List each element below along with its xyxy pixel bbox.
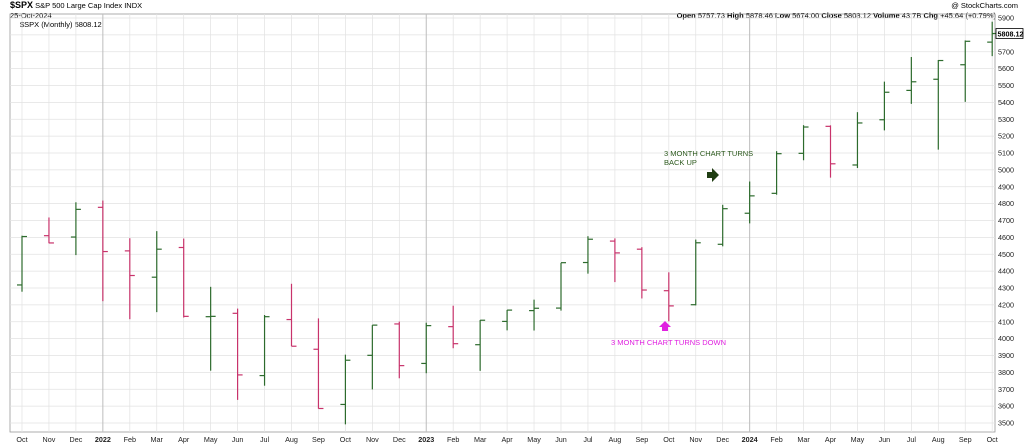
y-tick-label: 4800 — [998, 199, 1014, 208]
x-tick-label: Sep — [635, 435, 648, 444]
y-tick-label: 5200 — [998, 132, 1014, 141]
x-tick-label: Feb — [124, 435, 136, 444]
y-tick-label: 5000 — [998, 165, 1014, 174]
x-tick-label: Aug — [609, 435, 622, 444]
x-tick-label: Jun — [232, 435, 244, 444]
x-tick-label: 2024 — [742, 435, 758, 444]
x-tick-label: Nov — [689, 435, 702, 444]
x-tick-label: Jun — [879, 435, 891, 444]
y-tick-label: 3800 — [998, 368, 1014, 377]
y-tick-label: 5500 — [998, 81, 1014, 90]
x-tick-label: May — [204, 435, 218, 444]
x-tick-label: Oct — [16, 435, 27, 444]
high-value: 5878.46 — [745, 11, 773, 20]
x-tick-label: 2023 — [418, 435, 434, 444]
x-tick-label: Jul — [583, 435, 593, 444]
x-tick-label: Jul — [907, 435, 917, 444]
x-tick-label: Sep — [959, 435, 972, 444]
x-tick-label: Mar — [797, 435, 810, 444]
y-tick-label: 5700 — [998, 47, 1014, 56]
x-tick-label: May — [527, 435, 541, 444]
x-tick-label: Apr — [178, 435, 190, 444]
y-tick-label: 5100 — [998, 149, 1014, 158]
x-tick-label: Nov — [43, 435, 56, 444]
x-tick-label: Sep — [312, 435, 325, 444]
volume-label: Volume — [873, 11, 900, 20]
x-tick-label: May — [851, 435, 865, 444]
y-tick-label: 4900 — [998, 182, 1014, 191]
y-tick-label: 3600 — [998, 402, 1014, 411]
y-tick-label: 5900 — [998, 14, 1014, 23]
ticker-symbol: $SPX — [10, 0, 34, 10]
x-tick-label: Oct — [340, 435, 351, 444]
last-price-tag-box — [995, 28, 1024, 39]
y-tick-label: 4600 — [998, 233, 1014, 242]
x-tick-label: Mar — [151, 435, 164, 444]
plot-frame — [9, 13, 996, 433]
close-label: Close — [821, 11, 842, 20]
y-tick-label: 3500 — [998, 419, 1014, 428]
x-tick-label: Oct — [663, 435, 674, 444]
y-tick-label: 4700 — [998, 216, 1014, 225]
y-tick-label: 3700 — [998, 385, 1014, 394]
x-tick-label: Aug — [285, 435, 298, 444]
open-label: Open — [676, 11, 696, 20]
x-tick-label: Jul — [260, 435, 270, 444]
y-tick-label: 4100 — [998, 317, 1014, 326]
x-tick-label: Dec — [393, 435, 406, 444]
series-legend: $SPX (Monthly) 5808.12 — [20, 20, 102, 29]
y-tick-label: 5400 — [998, 98, 1014, 107]
y-tick-label: 5600 — [998, 64, 1014, 73]
x-tick-label: Jun — [555, 435, 567, 444]
x-tick-label: Mar — [474, 435, 487, 444]
x-tick-label: Apr — [502, 435, 514, 444]
y-tick-label: 4500 — [998, 250, 1014, 259]
x-tick-label: Nov — [366, 435, 379, 444]
y-tick-label: 5300 — [998, 115, 1014, 124]
open-value: 5757.73 — [697, 11, 725, 20]
annotation-up-line2: BACK UP — [664, 158, 697, 167]
x-tick-label: Oct — [987, 435, 998, 444]
index-name: S&P 500 Large Cap Index — [35, 1, 123, 10]
y-tick-label: 3900 — [998, 351, 1014, 360]
x-tick-label: Apr — [825, 435, 837, 444]
legend-text: $SPX (Monthly) 5808.12 — [20, 20, 102, 29]
y-tick-label: 4400 — [998, 267, 1014, 276]
x-tick-label: 2022 — [95, 435, 111, 444]
exchange-code: INDX — [124, 1, 143, 10]
y-tick-label: 4300 — [998, 284, 1014, 293]
y-tick-label: 4000 — [998, 334, 1014, 343]
annotation-up-line1: 3 MONTH CHART TURNS — [664, 149, 753, 158]
chg-label: Chg — [923, 11, 939, 20]
arrow-right-icon — [707, 168, 719, 182]
low-value: 5674.00 — [792, 11, 820, 20]
x-tick-label: Dec — [716, 435, 729, 444]
chart-title-line: $SPX S&P 500 Large Cap Index INDX — [10, 0, 143, 11]
chart-date: 25-Oct-2024 — [10, 11, 52, 20]
annotation-down: 3 MONTH CHART TURNS DOWN — [611, 338, 726, 347]
y-tick-label: 4200 — [998, 300, 1014, 309]
x-tick-label: Feb — [447, 435, 459, 444]
x-tick-label: Feb — [770, 435, 782, 444]
chg-value: +45.64 (+0.79%) — [940, 11, 996, 20]
arrow-up-icon — [659, 321, 671, 331]
low-label: Low — [775, 11, 791, 20]
credit-text: @ StockCharts.com — [951, 1, 1018, 10]
x-tick-label: Dec — [70, 435, 83, 444]
high-label: High — [727, 11, 744, 20]
x-tick-label: Aug — [932, 435, 945, 444]
last-price-tag: 5808.12 — [998, 30, 1024, 39]
